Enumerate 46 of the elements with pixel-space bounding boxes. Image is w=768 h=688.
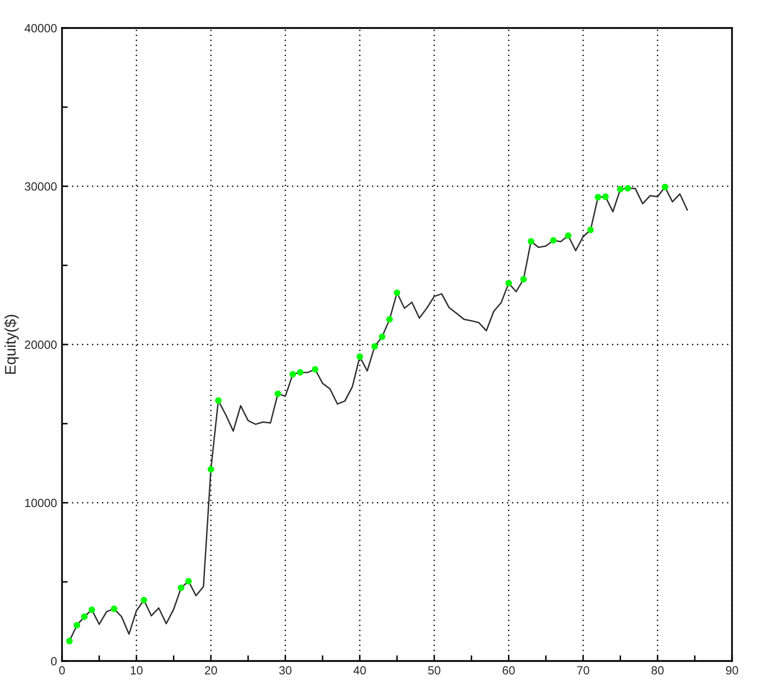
y-tick-label: 30000 [24,182,57,191]
point [394,289,400,296]
point [88,606,96,613]
point [520,276,527,283]
point [312,366,318,373]
point [528,238,534,245]
point [505,280,512,286]
x-tick-label: 0 [59,666,65,675]
point [215,397,222,404]
point [140,596,148,604]
point [66,638,73,644]
y-tick-label: 0 [51,657,57,666]
point [617,186,624,193]
x-tick-label: 30 [279,666,292,675]
point [371,343,378,350]
point [208,466,214,473]
x-tick-label: 40 [353,666,366,675]
y-tick-label: 20000 [24,340,57,349]
point [564,232,572,239]
point [587,226,594,234]
x-tick-label: 60 [502,666,515,675]
point [356,353,364,360]
point [74,622,80,628]
point [378,333,386,340]
x-tick-label: 50 [428,666,440,675]
point [274,390,282,397]
x-tick-label: 10 [130,666,143,675]
y-axis-title: Equity($) [4,314,19,374]
point [185,578,192,584]
point [602,193,609,200]
y-tick-label: 10000 [25,498,57,508]
point [296,369,304,376]
x-tick-label: 20 [204,666,217,675]
point [81,613,88,620]
point [178,584,184,591]
point [110,606,118,612]
point [550,237,557,244]
point [594,194,602,200]
x-tick-label: 80 [652,666,664,675]
y-tick-label: 40000 [24,24,57,32]
x-tick-label: 90 [726,666,738,675]
x-tick-label: 70 [577,666,590,675]
point [290,370,296,378]
point [624,185,632,192]
point [386,316,393,323]
point [662,184,668,190]
